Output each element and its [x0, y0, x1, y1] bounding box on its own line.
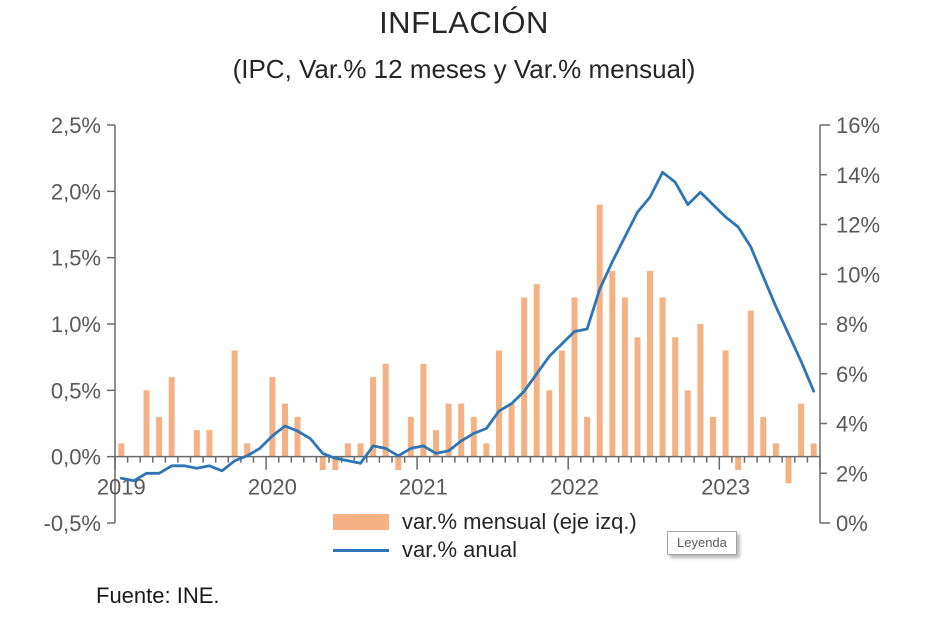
legend-box[interactable]: var.% mensual (eje izq.) var.% anual: [333, 508, 637, 564]
right-axis-label: 12%: [836, 213, 880, 238]
bar-2023-01: [722, 350, 729, 457]
left-axis-label: 1,0%: [51, 312, 101, 337]
bar-2020-05: [319, 456, 326, 470]
bar-2022-08: [659, 297, 666, 457]
bars-mensual-series: [118, 204, 817, 484]
legend-item-anual[interactable]: var.% anual: [333, 536, 637, 564]
x-axis-year-label: 2020: [248, 475, 297, 500]
bar-2021-09: [521, 297, 528, 457]
bar-2020-08: [357, 443, 364, 457]
left-axis-label: 2,0%: [51, 179, 101, 204]
axis-labels: 2,5% 2,0% 1,5% 1,0% 0,5% 0,0% -0,5% 16% 14% 12% 10…: [44, 113, 881, 536]
bar-2023-08: [810, 443, 817, 457]
legend-bar-swatch: [333, 514, 389, 530]
left-axis-label: 0,0%: [51, 445, 101, 470]
bar-2019-11: [244, 443, 251, 457]
bar-2019-07: [193, 430, 200, 457]
bar-2020-10: [382, 363, 389, 457]
bar-2020-11: [395, 456, 402, 470]
right-axis-label: 4%: [836, 412, 868, 437]
bar-2019-03: [143, 390, 150, 457]
left-axis-label: 0,5%: [51, 378, 101, 403]
right-axis-label: 8%: [836, 312, 868, 337]
right-axis-label: 14%: [836, 163, 880, 188]
bar-2021-04: [458, 403, 465, 457]
left-axis-label: 1,5%: [51, 246, 101, 271]
left-axis-label: 2,5%: [51, 113, 101, 138]
bar-2022-02: [584, 416, 591, 457]
bar-2023-05: [772, 443, 779, 457]
bar-2022-12: [710, 416, 716, 457]
legend-tooltip: Leyenda: [667, 531, 737, 555]
bar-2020-02: [282, 403, 288, 457]
bar-2021-12: [558, 350, 565, 457]
bar-2022-05: [621, 297, 628, 457]
bar-2021-02: [433, 430, 439, 457]
bar-2022-10: [684, 390, 691, 457]
bar-2023-02: [735, 456, 742, 470]
bar-2021-06: [483, 443, 490, 457]
bar-2023-03: [747, 310, 754, 457]
bar-2022-04: [609, 270, 616, 457]
right-axis-label: 16%: [836, 113, 880, 138]
bar-2019-10: [231, 350, 238, 457]
bar-2021-03: [445, 403, 452, 457]
bar-2023-07: [798, 403, 805, 457]
bar-2020-12: [407, 416, 414, 457]
legend-item-mensual[interactable]: var.% mensual (eje izq.): [333, 508, 637, 536]
bar-2022-06: [634, 337, 641, 457]
x-axis-year-label: 2023: [701, 475, 750, 500]
line-anual-series: [119, 170, 816, 483]
bar-2019-04: [156, 416, 163, 457]
bar-2021-11: [546, 390, 553, 457]
bar-2022-01: [571, 297, 578, 457]
right-axis-label: 0%: [836, 511, 868, 536]
bar-2020-06: [332, 456, 339, 470]
bar-2022-09: [672, 337, 679, 457]
legend-line-swatch: [333, 548, 389, 552]
legend-line-label: var.% anual: [402, 537, 517, 562]
bar-2023-06: [785, 456, 792, 484]
bar-2021-01: [420, 363, 427, 457]
bar-2019-05: [168, 377, 175, 457]
chart-subtitle: (IPC, Var.% 12 meses y Var.% mensual): [232, 54, 696, 84]
x-axis-year-label: 2022: [550, 475, 599, 500]
bar-2019-01: [118, 443, 125, 457]
left-axis-label: -0,5%: [44, 511, 101, 536]
chart-title: INFLACIÓN: [379, 5, 549, 40]
bar-2021-10: [533, 284, 540, 457]
bar-2020-09: [370, 377, 377, 457]
bar-2020-01: [269, 377, 276, 457]
bar-2021-08: [508, 403, 515, 457]
bar-2022-11: [697, 324, 704, 457]
right-axis-label: 6%: [836, 362, 868, 387]
right-axis-label: 2%: [836, 461, 868, 486]
bar-2022-07: [647, 270, 653, 457]
bar-2020-03: [294, 416, 301, 457]
axes: [107, 124, 830, 524]
bar-2021-05: [470, 416, 477, 457]
x-axis-year-label: 2021: [399, 475, 448, 500]
bar-2019-08: [206, 430, 213, 457]
bar-2022-03: [596, 204, 603, 457]
bar-2023-04: [760, 416, 767, 457]
bar-2020-07: [344, 443, 351, 457]
bar-2021-07: [496, 350, 502, 457]
right-axis-label: 10%: [836, 262, 880, 287]
source-note: Fuente: INE.: [96, 583, 220, 608]
legend-bar-label: var.% mensual (eje izq.): [402, 509, 637, 534]
